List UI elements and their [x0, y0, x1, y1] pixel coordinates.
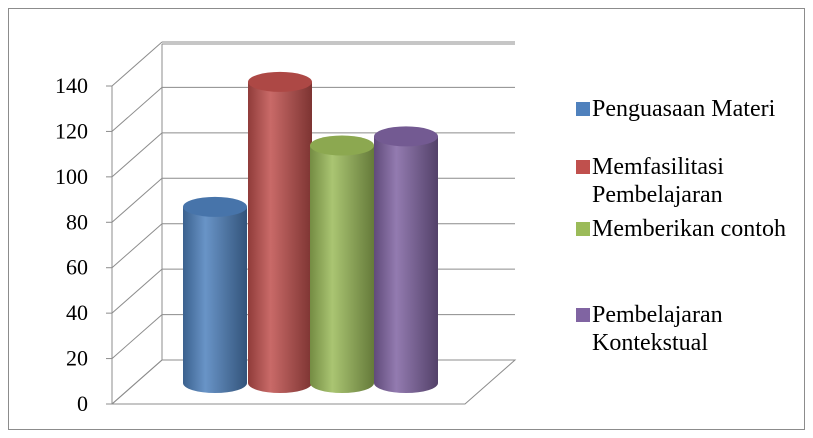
legend-item: Memberikan contoh [576, 216, 786, 242]
legend-item: Penguasaan Materi [576, 96, 776, 122]
y-tick-label: 120 [55, 118, 88, 143]
y-tick-label: 0 [77, 391, 88, 416]
legend-label: Kontekstual [592, 330, 708, 356]
y-tick-label: 100 [55, 164, 88, 189]
legend-label: Memberikan contoh [592, 216, 786, 242]
gridline [111, 132, 515, 178]
bars [183, 71, 438, 394]
gridline [111, 86, 515, 132]
bar [374, 126, 438, 393]
y-tick-label: 60 [66, 255, 88, 280]
legend-label: Memfasilitasi [592, 154, 724, 180]
legend-label: Penguasaan Materi [592, 96, 776, 122]
y-tick-label: 140 [55, 73, 88, 98]
chart-floor [110, 359, 517, 405]
y-tick-label: 80 [66, 209, 88, 234]
y-axis: 0 20 40 60 80 100 120 140 [55, 73, 113, 416]
bar [248, 71, 312, 394]
y-tick-label: 40 [66, 300, 88, 325]
legend-swatch [576, 308, 590, 322]
legend-label: Pembelajaran [592, 302, 723, 328]
y-tick-label: 20 [66, 346, 88, 371]
bar [183, 196, 247, 393]
legend-swatch [576, 160, 590, 174]
bar [310, 135, 374, 393]
gridline [111, 41, 515, 87]
legend: Penguasaan MateriMemfasilitasiPembelajar… [576, 96, 786, 356]
legend-label: Pembelajaran [592, 182, 723, 208]
legend-swatch [576, 102, 590, 116]
legend-swatch [576, 222, 590, 236]
